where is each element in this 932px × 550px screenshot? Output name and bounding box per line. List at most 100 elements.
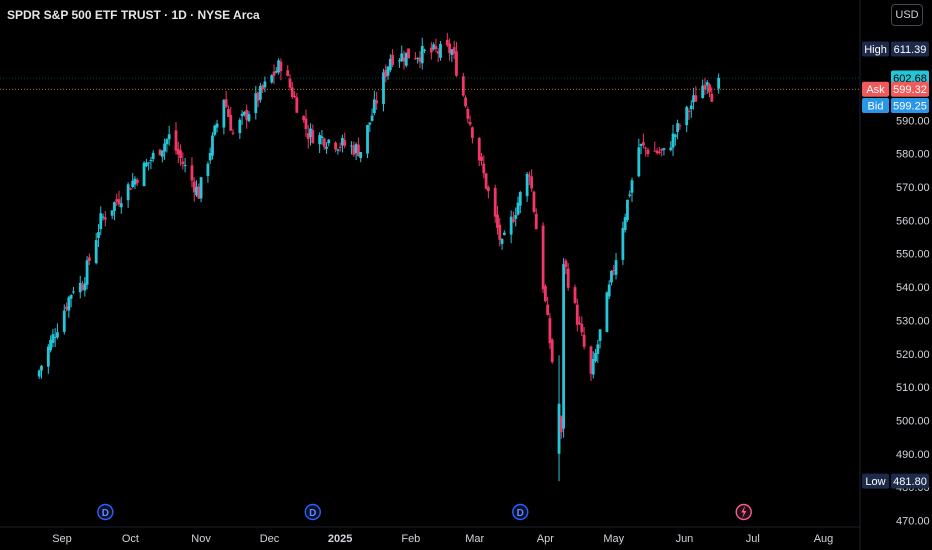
candle-body	[400, 53, 404, 62]
candle-body	[40, 365, 43, 371]
dividend-marker[interactable]: D	[304, 503, 321, 521]
candle-body	[689, 105, 693, 110]
dividend-marker[interactable]: D	[512, 503, 529, 521]
candle-body	[302, 116, 306, 120]
candle-body	[420, 45, 424, 64]
candle-body	[685, 106, 689, 126]
candle-body	[416, 58, 420, 60]
candle-body	[655, 150, 659, 154]
candle-body	[99, 213, 103, 230]
candle-body	[144, 162, 148, 167]
candle-body	[325, 146, 328, 149]
candle-body	[432, 44, 436, 50]
x-tick-label: Apr	[537, 533, 554, 545]
candle-body	[612, 269, 616, 272]
candle-body	[436, 51, 440, 54]
candle-body	[502, 232, 506, 236]
candle-body	[368, 122, 372, 125]
x-tick-label: Jun	[676, 533, 694, 545]
candle-body	[404, 52, 408, 66]
candle-body	[211, 135, 214, 156]
candle-body	[717, 78, 721, 89]
candle-body	[151, 152, 155, 159]
high-name: High	[864, 44, 887, 56]
candle-body	[578, 322, 581, 324]
low-name-bg	[862, 473, 889, 489]
candle-body	[671, 133, 675, 148]
y-tick-label: 570.00	[896, 182, 930, 194]
candle-body	[644, 147, 648, 149]
candle-body	[382, 72, 385, 105]
y-tick-label: 560.00	[896, 215, 930, 227]
x-tick-label: Aug	[814, 533, 834, 545]
candle-body	[518, 192, 522, 206]
candle-body	[452, 47, 456, 54]
candle-body	[65, 306, 68, 310]
candle-body	[628, 194, 632, 196]
candle-body	[493, 187, 497, 217]
candle-body	[557, 403, 561, 454]
y-tick-label: 550.00	[896, 249, 930, 261]
dividend-marker-label: D	[309, 508, 316, 519]
candle-body	[514, 215, 518, 219]
candle-body	[366, 125, 369, 154]
candle-body	[562, 264, 565, 429]
candle-body	[621, 228, 625, 260]
candle-body	[480, 156, 483, 161]
candle-body	[288, 78, 292, 88]
candle-body	[468, 122, 472, 125]
currency-button[interactable]: USD	[891, 4, 923, 26]
candle-body	[596, 344, 600, 354]
high-price-tag: High 611.39	[862, 41, 929, 57]
candle-body	[37, 370, 41, 377]
candle-body	[62, 310, 66, 332]
candle-body	[525, 173, 529, 197]
candle-body	[94, 240, 98, 264]
candle-body	[407, 48, 410, 59]
candle-body	[580, 323, 584, 333]
candle-body	[703, 85, 707, 90]
x-tick-label: Jul	[746, 533, 760, 545]
lightning-bolt	[741, 505, 747, 519]
dividend-marker[interactable]: D	[97, 503, 114, 521]
candle-body	[639, 144, 643, 146]
candle-body	[295, 97, 299, 113]
y-tick-label: 580.00	[896, 149, 930, 161]
candle-body	[550, 339, 554, 363]
candle-body	[195, 186, 198, 196]
candle-body	[450, 49, 454, 55]
candle-body	[85, 260, 89, 285]
ask-name-bg	[862, 81, 889, 97]
candle-body	[398, 60, 401, 62]
candle-body	[306, 133, 310, 140]
x-tick-label: Feb	[401, 533, 420, 545]
candle-body	[484, 173, 488, 189]
candle-body	[359, 152, 363, 159]
candle-body	[176, 149, 180, 155]
candle-body	[247, 114, 251, 121]
candle-body	[357, 144, 360, 157]
candle-body	[113, 202, 116, 211]
candle-body	[626, 199, 629, 221]
candle-body	[149, 160, 153, 162]
candle-body	[243, 111, 246, 115]
candle-body	[167, 134, 171, 140]
candle-body	[51, 334, 55, 343]
candle-body	[263, 81, 267, 88]
lightning-icon[interactable]	[735, 503, 752, 521]
dividend-marker-label: D	[517, 508, 524, 519]
candle-body	[336, 149, 340, 151]
candle-body	[532, 191, 536, 212]
candle-body	[546, 304, 550, 315]
candle-body	[375, 100, 379, 104]
candle-body	[662, 148, 666, 150]
y-tick-label: 520.00	[896, 349, 930, 361]
candle-body	[350, 145, 353, 147]
candle-body	[642, 142, 645, 146]
candle-body	[245, 110, 249, 120]
candle-body	[402, 57, 406, 62]
candle-body	[133, 178, 137, 185]
candle-body	[530, 176, 534, 189]
candle-body	[466, 109, 470, 119]
